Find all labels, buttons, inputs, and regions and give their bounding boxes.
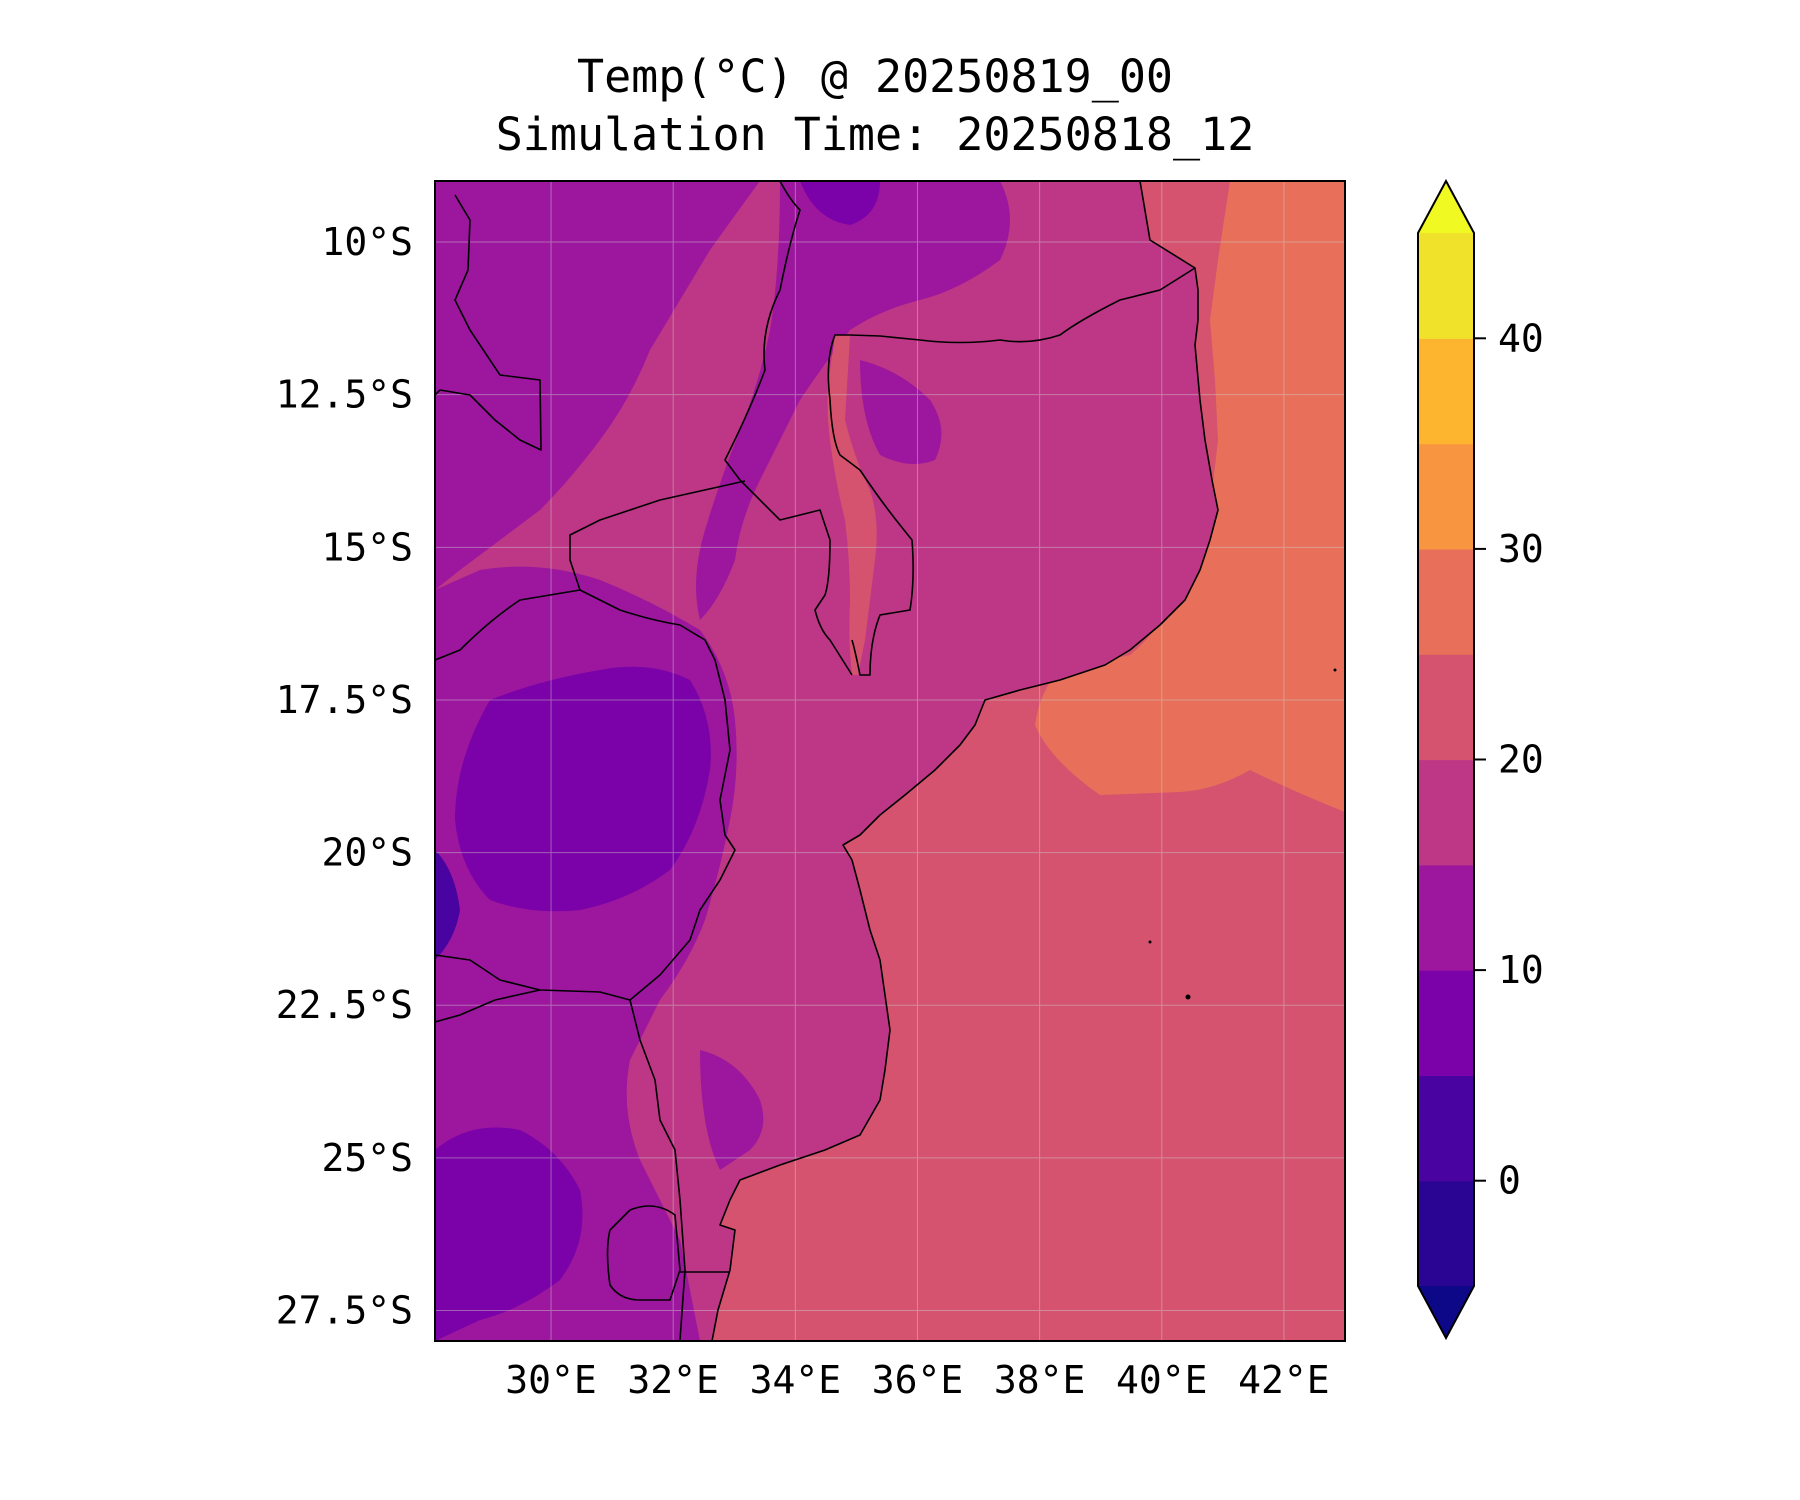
island-europa — [1185, 994, 1191, 1000]
border-eswatini — [606, 1205, 681, 1301]
border-malawi-east — [827, 334, 914, 676]
lon-tick-label: 36°E — [872, 1358, 964, 1402]
colorbar-tick-label: 30 — [1498, 527, 1544, 571]
lat-tick-label: 25°S — [321, 1136, 413, 1180]
island-comoros — [1333, 668, 1337, 672]
colorbar-extend-max — [1418, 181, 1474, 233]
border-zimbabwe-mozambique — [579, 589, 736, 1001]
title-simulation-line: Simulation Time: 20250818_12 — [495, 108, 1255, 161]
lon-tick-label: 38°E — [994, 1358, 1086, 1402]
colorbar-outline — [1417, 178, 1475, 1341]
border-zambia-mozambique — [569, 480, 746, 591]
border-malawi-west — [724, 181, 853, 676]
lat-tick-label: 17.5°S — [276, 678, 413, 722]
lat-tick-label: 20°S — [321, 831, 413, 875]
islands — [1148, 668, 1337, 1000]
colorbar-bin-6 — [1418, 548, 1474, 655]
lat-tick-label: 27.5°S — [276, 1288, 413, 1332]
border-tanzania-mozambique — [849, 267, 1196, 344]
cool-zone-north-mozambique — [860, 360, 942, 464]
warm-ocean-region-east — [1284, 290, 1345, 430]
lake-malawi — [827, 335, 877, 675]
cold-zone-southwest — [435, 1127, 583, 1341]
colorbar-bin-3 — [1418, 864, 1474, 971]
border-south-africa — [435, 954, 686, 1341]
map-area — [435, 181, 1345, 1341]
colorbar-bin-4 — [1418, 759, 1474, 866]
lat-tick-label: 10°S — [321, 220, 413, 264]
cool-zone-malawi — [696, 181, 1010, 620]
lat-tick-label: 15°S — [321, 525, 413, 569]
lon-tick-label: 42°E — [1238, 1358, 1330, 1402]
lat-tick-label: 22.5°S — [276, 983, 413, 1027]
colorbar-bin-7 — [1418, 443, 1474, 550]
colorbar-bin-8 — [1418, 338, 1474, 445]
latitude-tick-labels: 10°S 12.5°S 15°S 17.5°S 20°S 22.5°S 25°S 27.5°S — [276, 220, 413, 1332]
border-botswana — [435, 989, 541, 1023]
longitude-tick-labels: 30°E 32°E 34°E 36°E 38°E 40°E 42°E — [505, 1358, 1329, 1402]
colorbar-bin-9 — [1418, 233, 1474, 339]
border-zimbabwe-northwest — [435, 589, 581, 661]
cool-zone-northwest — [435, 181, 760, 590]
colorbar-tick-label: 0 — [1498, 1159, 1521, 1203]
colorbar-extend-min — [1418, 1286, 1474, 1338]
lon-tick-label: 40°E — [1116, 1358, 1208, 1402]
title-variable-line: Temp(°C) @ 20250819_00 — [576, 50, 1174, 103]
lon-tick-label: 32°E — [627, 1358, 719, 1402]
cool-zone-south — [700, 1050, 764, 1170]
island-bassas-da-india — [1148, 940, 1152, 944]
colorbar-bin-0 — [1418, 1180, 1474, 1287]
cold-zone-west-edge — [435, 850, 460, 960]
map-frame — [434, 180, 1346, 1342]
lat-tick-label: 12.5°S — [276, 373, 413, 417]
lon-tick-label: 34°E — [750, 1358, 842, 1402]
border-zambia-drc — [435, 194, 542, 451]
colorbar-bin-5 — [1418, 654, 1474, 761]
colorbar-tick-label: 20 — [1498, 738, 1544, 782]
graticule-lines — [435, 181, 1345, 1341]
colorbar-tick-label: 10 — [1498, 948, 1544, 992]
lon-tick-label: 30°E — [505, 1358, 597, 1402]
colorbar: 0 10 20 30 40 — [1417, 178, 1544, 1341]
coastline — [711, 181, 1219, 1341]
cold-zone-zimbabwe — [455, 666, 711, 912]
cold-zone-north — [800, 181, 880, 225]
coastline-and-borders — [435, 181, 1219, 1341]
colorbar-bin-1 — [1418, 1075, 1474, 1182]
map-title: Temp(°C) @ 20250819_00 Simulation Time: … — [435, 48, 1315, 164]
colorbar-bin-2 — [1418, 970, 1474, 1076]
warm-ocean-region — [1035, 181, 1345, 812]
colorbar-tick-label: 40 — [1498, 316, 1544, 360]
